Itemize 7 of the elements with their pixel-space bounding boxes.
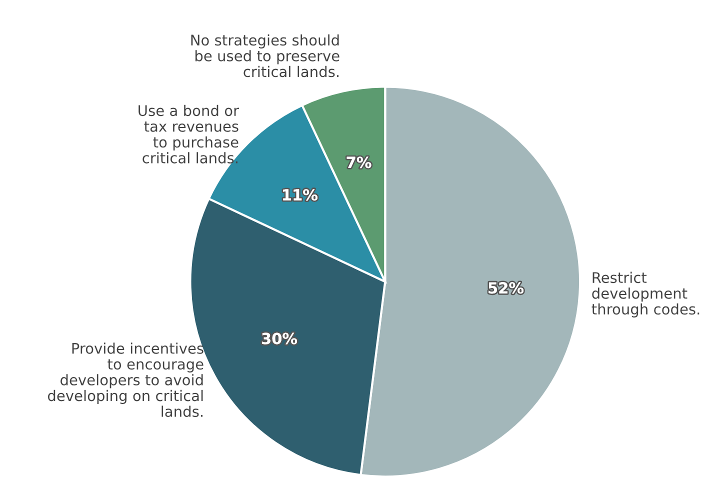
slice-label: Restrict development through codes. <box>592 272 700 318</box>
data-label: 30% <box>262 332 298 344</box>
data-label: 7% <box>346 156 372 168</box>
data-label: 11% <box>283 189 318 201</box>
data-label: 52% <box>488 282 524 294</box>
slice-label: No strategies should be used to preserve critical lands. <box>191 34 340 78</box>
slice-label: Provide incentives to encourage developers to avoid developing on critical lands. <box>48 342 204 417</box>
